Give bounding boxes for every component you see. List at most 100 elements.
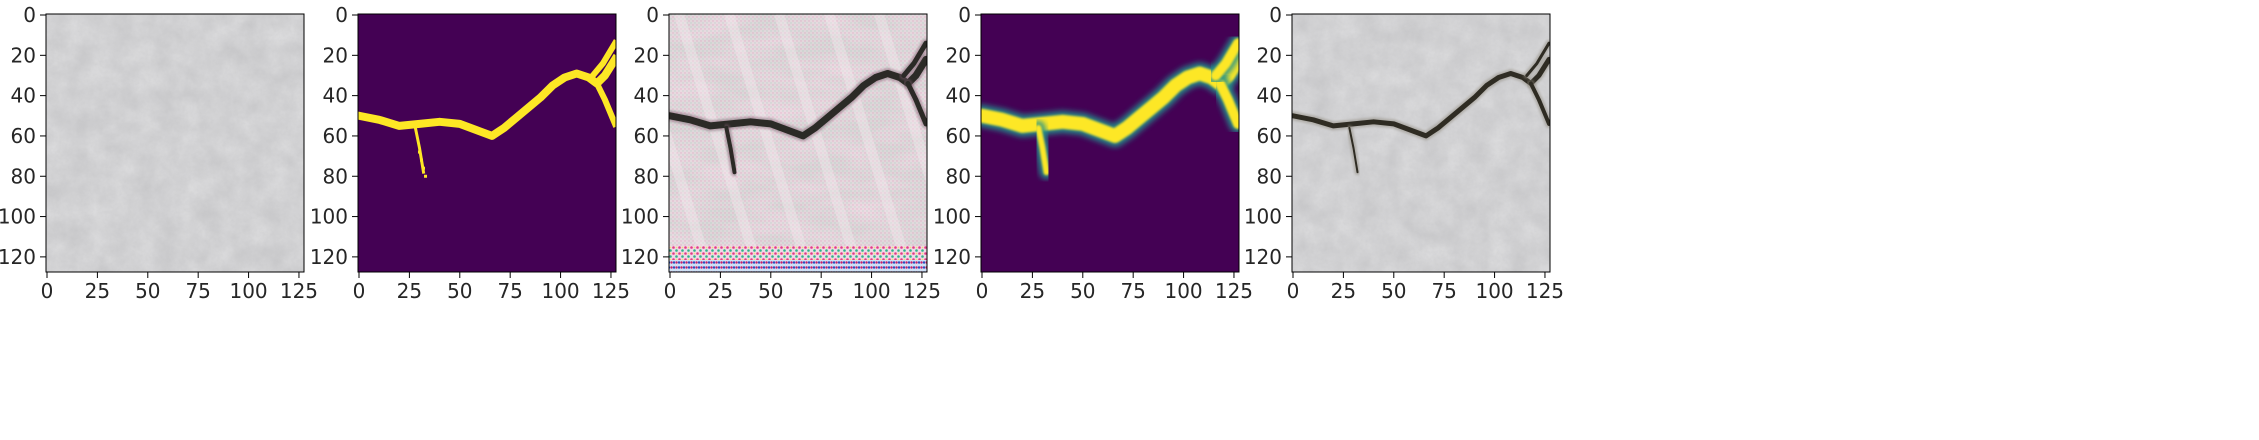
y-tick-label: 80: [946, 164, 971, 188]
y-tick-label: 60: [1257, 124, 1282, 148]
panel-2-image: [358, 14, 616, 272]
texture-grain: [46, 14, 304, 272]
x-tick-label: 75: [1431, 279, 1456, 303]
y-tick-label: 100: [1244, 205, 1282, 229]
y-tick-label: 20: [11, 43, 36, 67]
artifact-band: [669, 260, 927, 272]
x-tick-label: 50: [1381, 279, 1406, 303]
x-tick-label: 50: [1070, 279, 1095, 303]
y-tick-label: 0: [958, 3, 971, 27]
x-tick-label: 25: [708, 279, 733, 303]
x-tick-label: 50: [135, 279, 160, 303]
y-tick-label: 40: [946, 84, 971, 108]
y-tick-label: 20: [323, 43, 348, 67]
x-tick-label: 100: [1164, 279, 1202, 303]
x-tick-label: 100: [229, 279, 267, 303]
x-tick-label: 25: [1331, 279, 1356, 303]
y-tick-label: 20: [634, 43, 659, 67]
x-tick-label: 0: [41, 279, 54, 303]
panel-1: 0 25 50 75 100 125 0 20 40 60 80 100 120: [0, 3, 318, 303]
texture-streak: [724, 14, 814, 272]
y-tick-label: 120: [621, 245, 659, 269]
mask-crack: [592, 79, 616, 128]
mask-pixel: [419, 158, 423, 162]
y-tick-label: 100: [621, 205, 659, 229]
mask-crack: [588, 39, 616, 80]
texture-streak: [674, 14, 764, 272]
y-tick-label: 20: [1257, 43, 1282, 67]
y-tick-label: 60: [11, 124, 36, 148]
y-tick-label: 80: [11, 164, 36, 188]
texture-streak: [874, 14, 927, 186]
mask-crack: [1210, 38, 1239, 81]
x-tick-label: 100: [541, 279, 579, 303]
x-tick-label: 50: [447, 279, 472, 303]
crack-line: [1525, 41, 1550, 77]
x-tick-label: 125: [1526, 279, 1564, 303]
texture-streak: [824, 14, 914, 272]
y-tick-label: 20: [946, 43, 971, 67]
texture-streak: [774, 14, 864, 272]
x-tick-label: 0: [664, 279, 677, 303]
axes-frame: [980, 13, 1240, 273]
y-tick-label: 0: [335, 3, 348, 27]
crack-line: [1292, 56, 1550, 139]
x-tick-label: 25: [397, 279, 422, 303]
x-tick-label: 100: [1475, 279, 1513, 303]
x-tick-label: 125: [903, 279, 941, 303]
panel-4-image: [981, 14, 1239, 272]
crack-line: [1528, 81, 1550, 126]
x-tick-label: 25: [1020, 279, 1045, 303]
mask-background: [358, 14, 616, 272]
mask-pixel: [417, 150, 421, 154]
x-tick-label: 25: [85, 279, 110, 303]
mask-crack: [413, 126, 426, 174]
y-tick-label: 0: [23, 3, 36, 27]
y-tick-label: 40: [1257, 84, 1282, 108]
x-tick-label: 75: [497, 279, 522, 303]
axes-frame: [357, 13, 617, 273]
y-tick-label: 40: [11, 84, 36, 108]
y-tick-label: 120: [933, 245, 971, 269]
panel-5-image: [1292, 14, 1550, 272]
y-tick-label: 0: [646, 3, 659, 27]
y-tick-label: 80: [634, 164, 659, 188]
y-tick-label: 40: [634, 84, 659, 108]
panel-1-image: [46, 14, 304, 272]
y-tick-label: 100: [933, 205, 971, 229]
y-tick-label: 60: [323, 124, 348, 148]
texture-streak: [669, 126, 714, 272]
mask-pixel: [424, 174, 428, 178]
artifact-band: [669, 246, 927, 260]
y-tick-label: 120: [0, 245, 36, 269]
x-tick-label: 125: [280, 279, 318, 303]
x-tick-label: 75: [808, 279, 833, 303]
x-tick-label: 125: [592, 279, 630, 303]
x-tick-label: 0: [353, 279, 366, 303]
y-tick-label: 100: [310, 205, 348, 229]
panel-5: 0 25 50 75 100 125 0 20 40 60 80 100 120: [1244, 3, 1564, 303]
y-tick-label: 80: [1257, 164, 1282, 188]
axes-frame: [668, 13, 928, 273]
crack-line: [1348, 126, 1359, 174]
mask-crack: [1035, 124, 1050, 176]
panel-3-image: [669, 14, 927, 272]
x-tick-label: 0: [976, 279, 989, 303]
y-tick-label: 120: [1244, 245, 1282, 269]
y-tick-label: 80: [323, 164, 348, 188]
y-tick-label: 120: [310, 245, 348, 269]
panel-2: 0 25 50 75 100 125 0 20 40 60 80 100 120: [310, 3, 630, 303]
x-tick-label: 50: [758, 279, 783, 303]
x-tick-label: 75: [1120, 279, 1145, 303]
crack-line: [901, 40, 927, 78]
x-tick-label: 125: [1215, 279, 1253, 303]
texture-grain: [1292, 14, 1550, 272]
axes-frame: [1291, 13, 1551, 273]
x-tick-label: 0: [1287, 279, 1300, 303]
y-tick-label: 60: [634, 124, 659, 148]
crack-line: [724, 125, 737, 175]
panel-3: 0 25 50 75 100 125 0 20 40 60 80 100 120: [621, 3, 941, 303]
y-tick-label: 0: [1269, 3, 1282, 27]
mask-pixel: [422, 166, 426, 170]
